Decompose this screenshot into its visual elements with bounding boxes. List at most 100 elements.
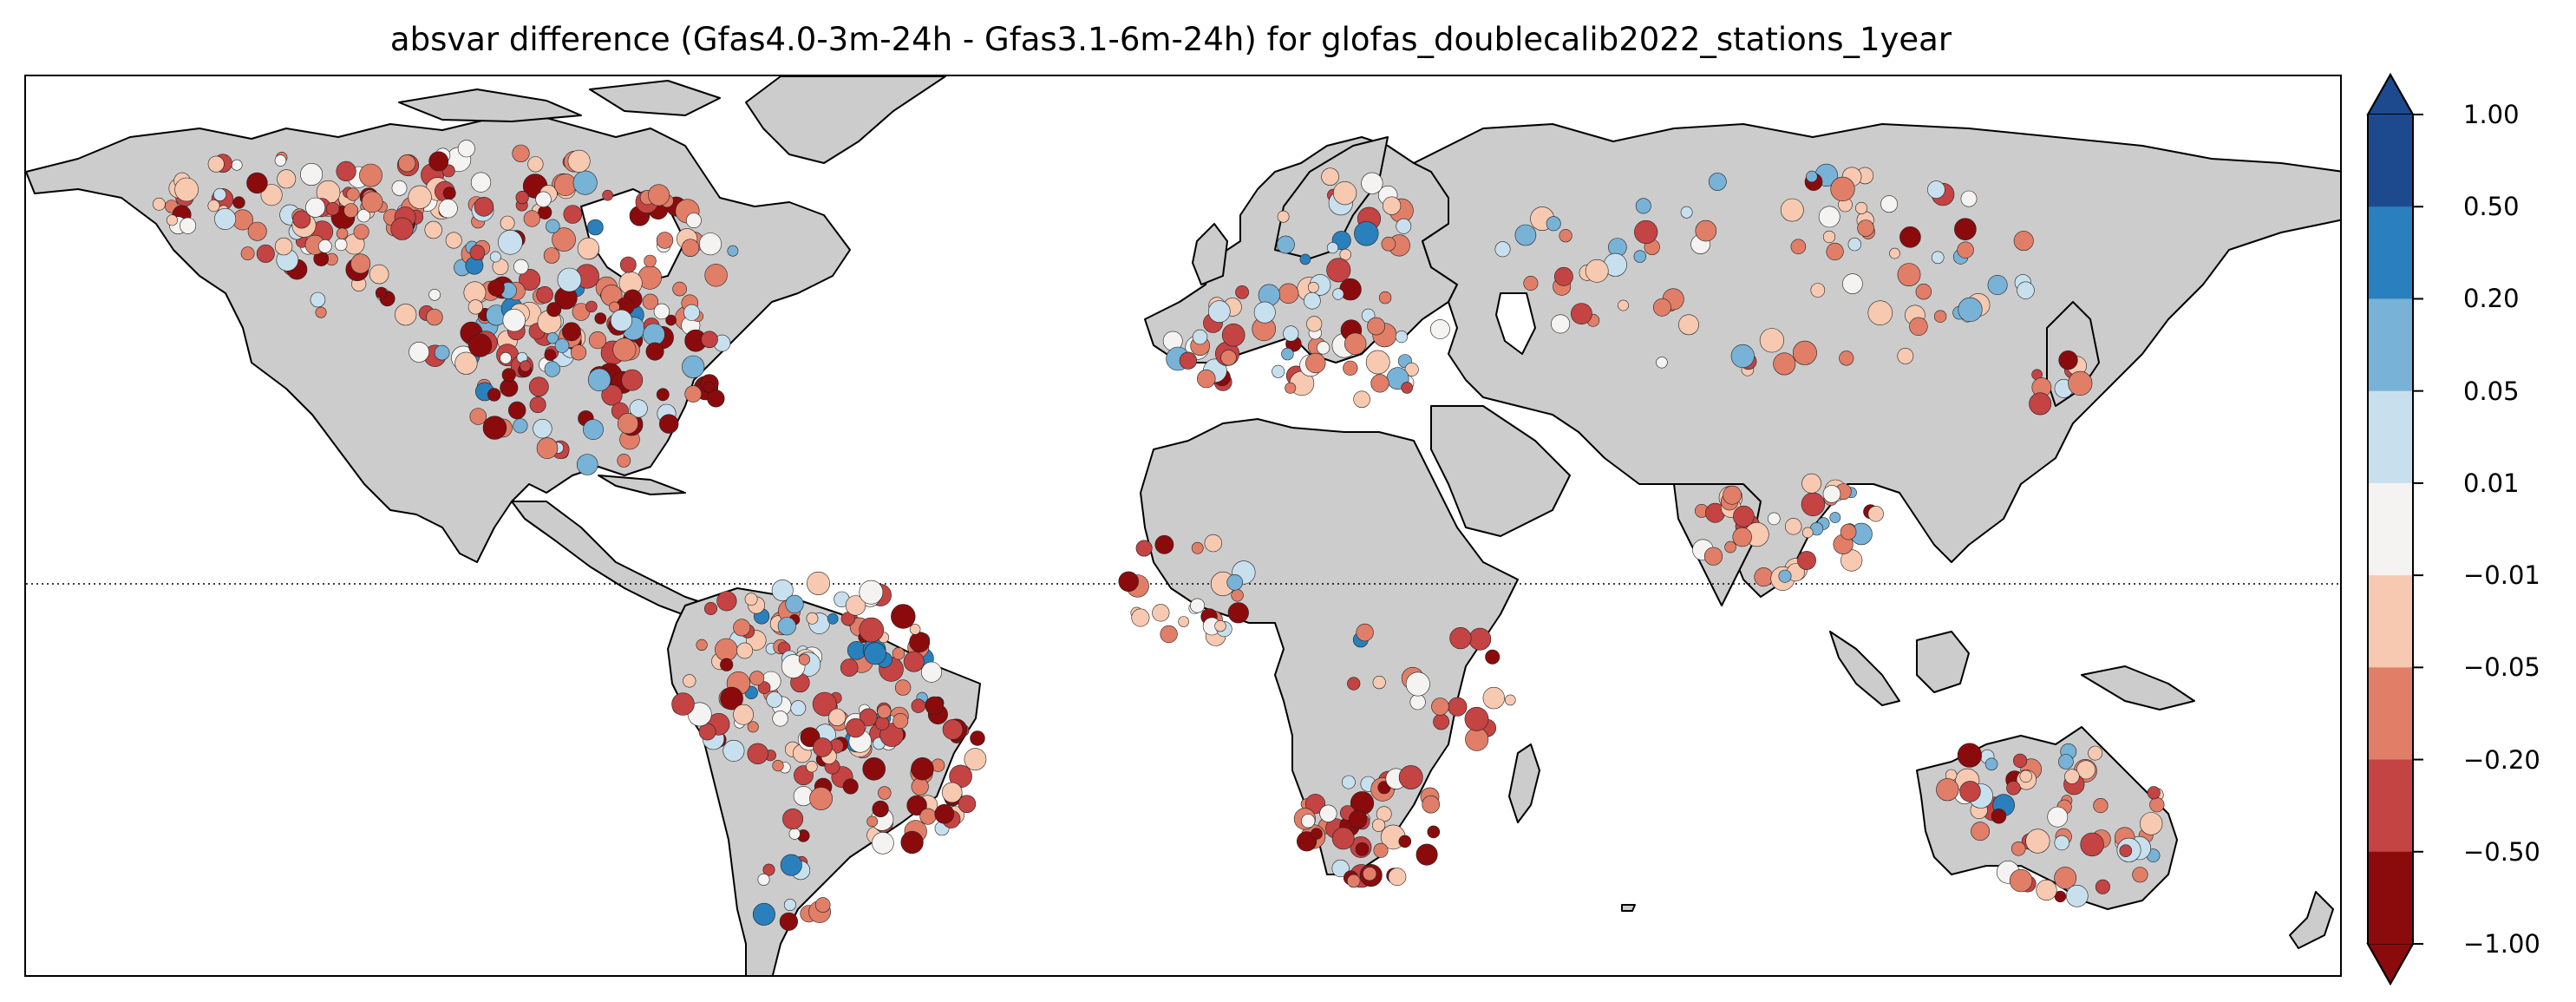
station-marker (845, 595, 866, 616)
station-marker (533, 418, 552, 439)
station-marker (336, 227, 349, 239)
station-marker (872, 800, 889, 818)
station-marker (1482, 686, 1506, 710)
station-marker (2019, 770, 2032, 783)
station-marker (1227, 602, 1249, 624)
station-marker (500, 351, 512, 364)
station-marker (798, 653, 811, 665)
landmass-britain (1192, 223, 1228, 285)
station-marker (1855, 201, 1868, 214)
station-marker (1190, 598, 1206, 613)
station-marker (859, 708, 878, 727)
station-marker (772, 759, 784, 772)
station-marker (2119, 844, 2133, 858)
station-marker (727, 245, 739, 257)
station-marker (1422, 795, 1440, 814)
station-marker (1344, 332, 1367, 355)
station-marker (546, 332, 559, 344)
station-marker (2132, 867, 2148, 883)
station-marker (1152, 604, 1170, 622)
station-marker (1927, 180, 1945, 199)
station-marker (877, 704, 892, 719)
station-marker (1355, 842, 1370, 856)
station-marker (900, 830, 924, 855)
station-marker (1551, 314, 1571, 334)
station-marker (1708, 173, 1727, 191)
station-marker (207, 200, 220, 213)
station-marker (247, 221, 267, 241)
station-marker (762, 863, 775, 876)
station-marker (1299, 253, 1311, 265)
colorbar-extend-under (2366, 943, 2415, 986)
station-marker (1326, 242, 1339, 254)
station-marker (752, 902, 775, 926)
station-marker (1559, 229, 1572, 243)
station-marker (911, 698, 926, 713)
station-marker (1398, 835, 1412, 848)
station-marker (1505, 694, 1516, 706)
station-marker (174, 177, 199, 202)
station-marker (1754, 567, 1774, 587)
colorbar-segment (2368, 667, 2413, 761)
station-marker (1954, 218, 1977, 240)
world-map (24, 75, 2342, 977)
station-marker (842, 778, 859, 795)
station-marker (747, 721, 759, 733)
station-marker (1372, 675, 1386, 690)
station-marker (1494, 241, 1511, 258)
station-marker (152, 197, 166, 211)
station-marker (214, 207, 237, 230)
station-marker (274, 237, 293, 256)
station-marker (621, 369, 644, 391)
station-marker (2017, 281, 2035, 299)
station-marker (544, 361, 560, 377)
station-marker (1810, 283, 1826, 298)
station-marker (862, 756, 886, 781)
station-marker (859, 617, 885, 643)
station-marker (1154, 534, 1174, 554)
station-marker (375, 286, 388, 299)
station-marker (1465, 727, 1489, 751)
station-markers (152, 140, 2165, 931)
station-marker (587, 219, 604, 236)
station-marker (2013, 231, 2034, 252)
station-marker (1960, 190, 1978, 207)
station-marker (1897, 347, 1914, 364)
station-marker (2064, 769, 2080, 784)
station-marker (1773, 352, 1796, 376)
station-marker (2013, 753, 2028, 769)
station-marker (1371, 818, 1386, 832)
station-marker (782, 808, 804, 829)
station-marker (941, 782, 963, 803)
colorbar-tick-label: 0.05 (2463, 376, 2520, 406)
station-marker (777, 617, 796, 636)
station-marker (1857, 219, 1874, 237)
station-marker (2140, 812, 2163, 835)
landmass-arabia (1430, 405, 1571, 537)
station-marker (1398, 765, 1423, 789)
station-marker (501, 368, 516, 383)
station-marker (2066, 884, 2089, 907)
station-marker (1703, 547, 1723, 566)
station-marker (1830, 176, 1855, 201)
station-marker (570, 344, 587, 361)
station-marker (489, 251, 501, 263)
landmass-new-guinea (2081, 665, 2195, 711)
station-marker (1347, 677, 1361, 691)
station-marker (325, 202, 340, 216)
station-marker (1405, 671, 1430, 697)
station-marker (554, 174, 577, 196)
station-marker (672, 281, 687, 297)
station-marker (1801, 527, 1814, 539)
station-marker (1331, 859, 1350, 878)
station-marker (260, 184, 283, 206)
station-marker (1842, 273, 1863, 294)
station-marker (1768, 512, 1781, 526)
station-marker (1192, 329, 1208, 345)
station-marker (2025, 828, 2050, 854)
station-marker (350, 253, 371, 274)
landmass-arctic-islands-2 (589, 80, 721, 116)
station-marker (779, 912, 799, 931)
station-marker (594, 312, 607, 324)
station-marker (716, 591, 737, 612)
